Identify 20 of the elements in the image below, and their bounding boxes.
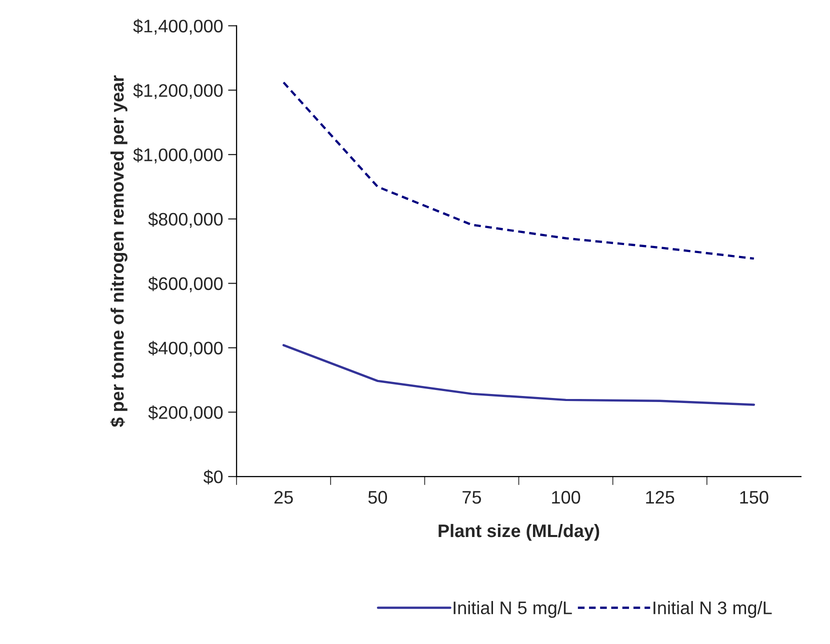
y-tick-label: $600,000 (148, 276, 223, 292)
y-tick-label: $1,000,000 (133, 148, 223, 164)
line-series (282, 81, 756, 260)
y-tick-label: $200,000 (148, 405, 223, 422)
y-tick-label: $1,200,000 (133, 83, 223, 100)
line-series (282, 344, 756, 406)
x-axis-title: Plant size (ML/day) (438, 524, 600, 541)
y-tick-label: $0 (203, 470, 223, 484)
legend-label: Initial N 3 mg/L (654, 601, 772, 618)
x-tick-label: 100 (552, 490, 580, 504)
y-tick-label: $800,000 (148, 212, 223, 228)
y-tick-label: $400,000 (148, 340, 223, 357)
x-tick-label: 25 (274, 490, 293, 504)
x-tick-label: 50 (368, 490, 387, 504)
x-tick-label: 150 (740, 490, 768, 504)
x-tick-label: 75 (462, 491, 481, 504)
legend-label: Initial N 5 mg/L (454, 601, 572, 618)
y-axis-title: $ per tonne of nitrogen removed per year (110, 75, 128, 427)
x-tick-label: 125 (646, 490, 674, 504)
y-tick-label: $1,400,000 (133, 18, 223, 35)
